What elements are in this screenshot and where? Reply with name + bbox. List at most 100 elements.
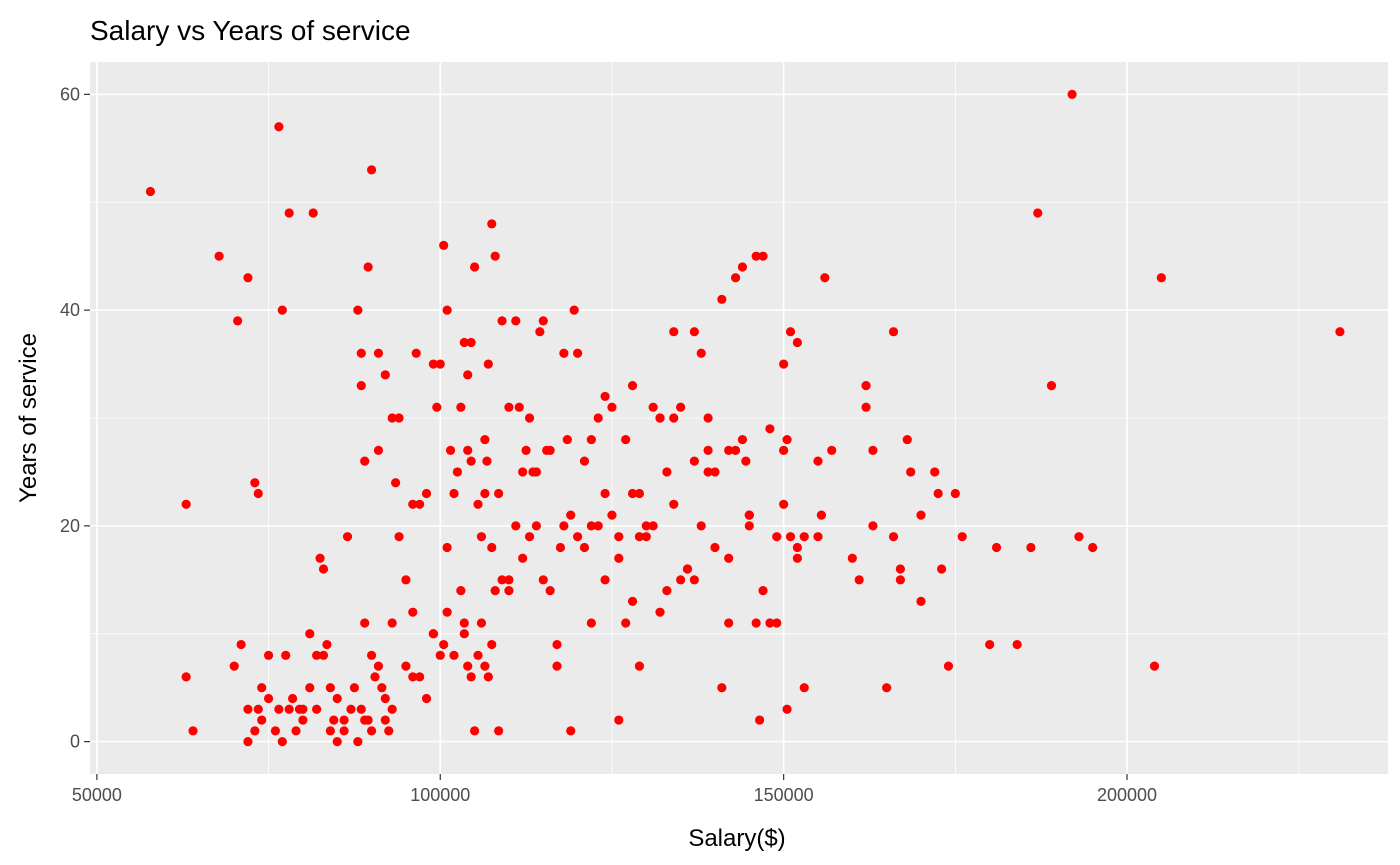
data-point — [573, 348, 583, 358]
data-point — [459, 629, 469, 639]
data-point — [459, 337, 469, 348]
data-point — [555, 542, 566, 553]
data-point — [387, 618, 397, 628]
data-point — [1046, 381, 1057, 391]
data-point — [648, 521, 658, 531]
data-point — [514, 402, 524, 412]
data-point — [820, 273, 830, 283]
data-point — [370, 672, 380, 682]
data-point — [936, 564, 947, 574]
data-point — [765, 424, 775, 434]
data-point — [696, 348, 706, 358]
data-point — [339, 726, 349, 736]
data-point — [1156, 273, 1166, 283]
chart-title: Salary vs Years of service — [90, 15, 411, 46]
data-point — [349, 683, 360, 693]
data-point — [363, 262, 373, 272]
data-point — [792, 553, 802, 563]
data-points — [145, 89, 1345, 747]
data-point — [751, 618, 761, 628]
y-tick-label: 20 — [60, 516, 80, 536]
data-point — [861, 402, 871, 412]
data-point — [627, 596, 638, 606]
data-point — [466, 672, 476, 682]
data-point — [380, 693, 390, 704]
data-point — [449, 488, 459, 499]
data-point — [662, 586, 672, 596]
data-point — [274, 704, 284, 714]
data-point — [669, 413, 679, 423]
x-tick-label: 200000 — [1097, 785, 1157, 805]
data-point — [930, 467, 940, 477]
data-point — [717, 683, 727, 693]
data-point — [380, 370, 390, 380]
grid-lines — [90, 62, 1388, 774]
data-point — [229, 661, 239, 671]
data-point — [473, 650, 483, 660]
data-point — [263, 650, 274, 660]
data-point — [737, 262, 748, 272]
data-point — [353, 737, 363, 747]
data-point — [669, 327, 679, 337]
data-point — [181, 672, 191, 682]
data-point — [408, 672, 418, 682]
data-point — [469, 726, 480, 736]
data-point — [799, 683, 809, 693]
data-point — [308, 208, 318, 218]
data-point — [435, 359, 445, 369]
data-point — [785, 327, 796, 337]
data-point — [950, 488, 960, 499]
data-point — [813, 456, 823, 466]
data-point — [408, 607, 418, 617]
data-point — [906, 467, 916, 477]
data-point — [744, 521, 754, 531]
data-point — [257, 715, 267, 725]
data-point — [593, 521, 603, 531]
data-point — [779, 359, 789, 369]
data-point — [744, 510, 754, 520]
data-point — [724, 445, 734, 455]
data-point — [432, 402, 442, 412]
data-point — [188, 726, 198, 736]
data-point — [366, 165, 377, 175]
data-point — [494, 726, 504, 736]
data-point — [181, 499, 191, 509]
data-point — [312, 704, 322, 714]
data-point — [758, 251, 768, 261]
data-point — [518, 553, 528, 563]
x-axis: 50000 100000 150000 200000 — [72, 774, 1157, 805]
data-point — [916, 510, 926, 520]
data-point — [463, 370, 473, 380]
data-point — [579, 542, 590, 553]
data-point — [861, 381, 871, 391]
data-point — [710, 542, 720, 553]
data-point — [318, 650, 329, 660]
data-point — [298, 704, 308, 714]
data-point — [270, 726, 281, 736]
data-point — [676, 402, 686, 412]
data-point — [655, 413, 665, 423]
data-point — [600, 575, 610, 585]
data-point — [497, 316, 507, 326]
data-point — [284, 208, 294, 218]
data-point — [985, 639, 995, 650]
data-point — [600, 488, 610, 499]
data-point — [511, 521, 521, 531]
data-point — [466, 456, 476, 466]
data-point — [497, 575, 507, 585]
data-point — [452, 467, 463, 477]
data-point — [902, 434, 912, 445]
data-point — [415, 499, 425, 509]
data-point — [730, 273, 741, 283]
data-point — [315, 553, 325, 563]
data-point — [689, 456, 699, 466]
data-point — [360, 456, 370, 466]
data-point — [703, 413, 713, 423]
data-point — [882, 683, 892, 693]
data-point — [411, 348, 421, 358]
data-point — [755, 715, 765, 725]
data-point — [356, 381, 366, 391]
data-point — [724, 618, 734, 628]
data-point — [586, 521, 596, 531]
